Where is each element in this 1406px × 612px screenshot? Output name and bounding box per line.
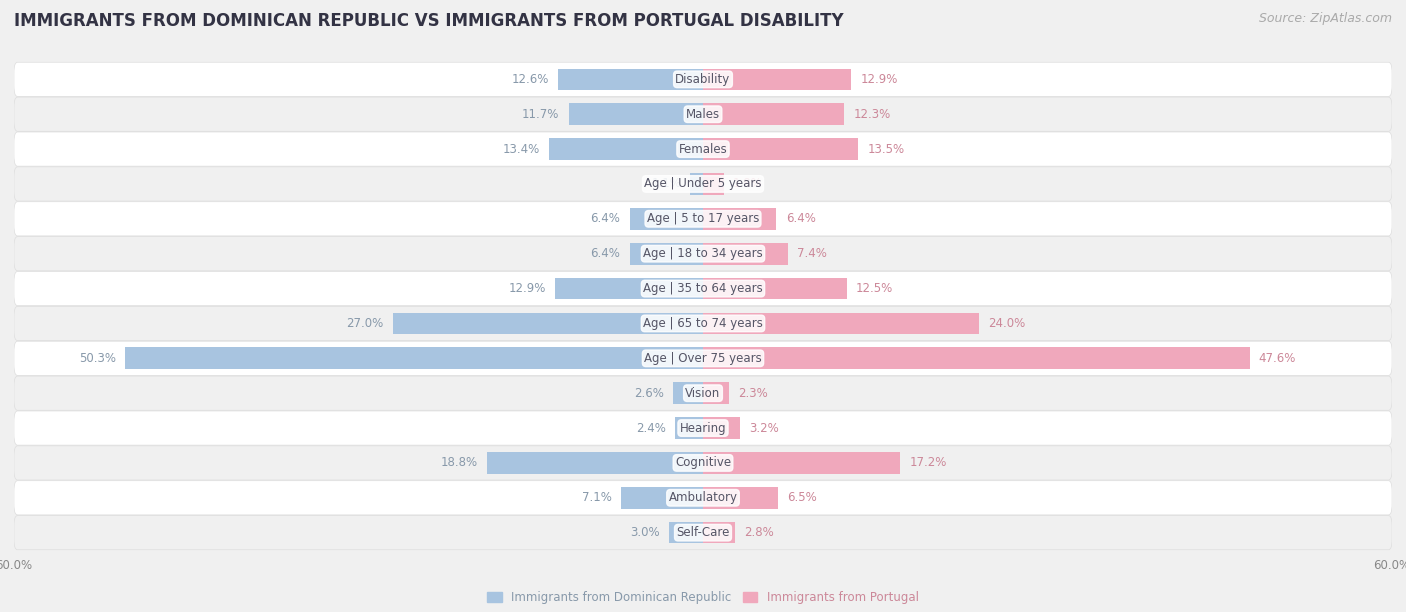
Bar [703, 208, 776, 230]
Text: 6.4%: 6.4% [591, 247, 620, 260]
Text: 3.2%: 3.2% [749, 422, 779, 435]
Bar [703, 138, 858, 160]
Text: 12.9%: 12.9% [509, 282, 546, 295]
Text: Age | 18 to 34 years: Age | 18 to 34 years [643, 247, 763, 260]
Text: 12.6%: 12.6% [512, 73, 550, 86]
FancyBboxPatch shape [14, 411, 1392, 445]
Bar [703, 348, 1250, 369]
Bar [621, 487, 703, 509]
Text: Males: Males [686, 108, 720, 121]
Text: 2.8%: 2.8% [744, 526, 775, 539]
Text: 24.0%: 24.0% [988, 317, 1025, 330]
Text: IMMIGRANTS FROM DOMINICAN REPUBLIC VS IMMIGRANTS FROM PORTUGAL DISABILITY: IMMIGRANTS FROM DOMINICAN REPUBLIC VS IM… [14, 12, 844, 30]
Text: 50.3%: 50.3% [79, 352, 117, 365]
Text: 27.0%: 27.0% [346, 317, 384, 330]
Bar [703, 487, 778, 509]
Text: 6.4%: 6.4% [786, 212, 815, 225]
Bar [703, 243, 787, 264]
FancyBboxPatch shape [14, 132, 1392, 166]
FancyBboxPatch shape [14, 272, 1392, 305]
Text: 6.5%: 6.5% [787, 491, 817, 504]
Bar [703, 103, 844, 125]
FancyBboxPatch shape [14, 62, 1392, 97]
Bar [392, 313, 703, 334]
Text: 18.8%: 18.8% [441, 457, 478, 469]
Text: Ambulatory: Ambulatory [668, 491, 738, 504]
FancyBboxPatch shape [14, 515, 1392, 550]
Text: Age | Over 75 years: Age | Over 75 years [644, 352, 762, 365]
Bar [630, 243, 703, 264]
Text: Vision: Vision [685, 387, 721, 400]
Text: 1.8%: 1.8% [733, 177, 762, 190]
Text: Cognitive: Cognitive [675, 457, 731, 469]
Bar [703, 278, 846, 299]
Bar [703, 522, 735, 543]
Bar [703, 173, 724, 195]
Text: Age | 5 to 17 years: Age | 5 to 17 years [647, 212, 759, 225]
FancyBboxPatch shape [14, 341, 1392, 375]
Bar [675, 417, 703, 439]
Bar [486, 452, 703, 474]
FancyBboxPatch shape [14, 446, 1392, 480]
Text: 7.4%: 7.4% [797, 247, 827, 260]
Bar [558, 69, 703, 90]
Text: 11.7%: 11.7% [522, 108, 560, 121]
FancyBboxPatch shape [14, 307, 1392, 340]
Bar [673, 382, 703, 404]
Bar [703, 417, 740, 439]
FancyBboxPatch shape [14, 480, 1392, 515]
Text: 17.2%: 17.2% [910, 457, 948, 469]
Text: 3.0%: 3.0% [630, 526, 659, 539]
Bar [669, 522, 703, 543]
Text: Disability: Disability [675, 73, 731, 86]
Text: 13.5%: 13.5% [868, 143, 904, 155]
Text: Females: Females [679, 143, 727, 155]
FancyBboxPatch shape [14, 167, 1392, 201]
FancyBboxPatch shape [14, 376, 1392, 410]
Text: Age | 65 to 74 years: Age | 65 to 74 years [643, 317, 763, 330]
Text: 12.9%: 12.9% [860, 73, 897, 86]
Text: Hearing: Hearing [679, 422, 727, 435]
FancyBboxPatch shape [14, 237, 1392, 271]
Bar [703, 452, 900, 474]
Bar [703, 69, 851, 90]
Bar [568, 103, 703, 125]
Legend: Immigrants from Dominican Republic, Immigrants from Portugal: Immigrants from Dominican Republic, Immi… [482, 586, 924, 608]
Bar [630, 208, 703, 230]
Text: Age | Under 5 years: Age | Under 5 years [644, 177, 762, 190]
Text: 6.4%: 6.4% [591, 212, 620, 225]
Text: Self-Care: Self-Care [676, 526, 730, 539]
Text: Source: ZipAtlas.com: Source: ZipAtlas.com [1258, 12, 1392, 25]
Text: 2.3%: 2.3% [738, 387, 768, 400]
FancyBboxPatch shape [14, 202, 1392, 236]
Bar [703, 382, 730, 404]
Bar [125, 348, 703, 369]
Text: 7.1%: 7.1% [582, 491, 612, 504]
Text: 12.3%: 12.3% [853, 108, 890, 121]
FancyBboxPatch shape [14, 97, 1392, 132]
Bar [555, 278, 703, 299]
Bar [690, 173, 703, 195]
Text: 2.4%: 2.4% [637, 422, 666, 435]
Bar [703, 313, 979, 334]
Text: 2.6%: 2.6% [634, 387, 664, 400]
Bar [550, 138, 703, 160]
Text: 13.4%: 13.4% [503, 143, 540, 155]
Text: 47.6%: 47.6% [1258, 352, 1296, 365]
Text: 1.1%: 1.1% [651, 177, 681, 190]
Text: 12.5%: 12.5% [856, 282, 893, 295]
Text: Age | 35 to 64 years: Age | 35 to 64 years [643, 282, 763, 295]
